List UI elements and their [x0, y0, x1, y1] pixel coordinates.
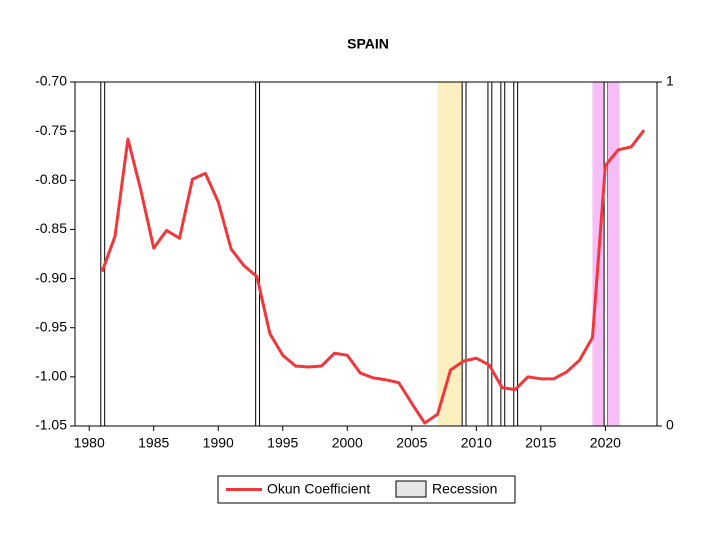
legend-label: Okun Coefficient [267, 481, 370, 497]
x-tick-label: 2000 [332, 435, 363, 451]
recession-band [500, 82, 505, 426]
y-tick-label: -0.85 [35, 220, 67, 236]
y-tick-label: -0.75 [35, 122, 67, 138]
x-tick-label: 2020 [590, 435, 621, 451]
chart-title: SPAIN [347, 36, 389, 52]
y2-tick-label: 1 [666, 73, 674, 89]
x-tick-label: 1980 [74, 435, 105, 451]
legend-box [217, 475, 516, 504]
y2-tick-label: 0 [666, 417, 674, 433]
legend-label: Recession [432, 481, 497, 497]
y-tick-label: -1.00 [35, 368, 67, 384]
y-tick-label: -0.70 [35, 73, 67, 89]
x-tick-label: 2005 [396, 435, 427, 451]
recession-band [487, 82, 492, 426]
legend-swatch [395, 480, 427, 498]
recession-band [462, 82, 467, 426]
y-tick-label: -0.90 [35, 269, 67, 285]
recession-band [607, 82, 620, 426]
legend: Okun Coefficient Recession [217, 475, 516, 504]
y-tick-label: -1.05 [35, 417, 67, 433]
x-tick-label: 1985 [138, 435, 169, 451]
x-tick-label: 1990 [203, 435, 234, 451]
recession-band [513, 82, 518, 426]
x-tick-label: 1995 [267, 435, 298, 451]
x-tick-label: 2015 [525, 435, 556, 451]
recession-band [255, 82, 260, 426]
y-tick-label: -0.80 [35, 171, 67, 187]
x-tick-label: 2010 [461, 435, 492, 451]
y-tick-label: -0.95 [35, 318, 67, 334]
plot-frame [74, 81, 658, 427]
recession-band [100, 82, 105, 426]
recession-band [604, 82, 608, 426]
data-line [100, 129, 646, 425]
